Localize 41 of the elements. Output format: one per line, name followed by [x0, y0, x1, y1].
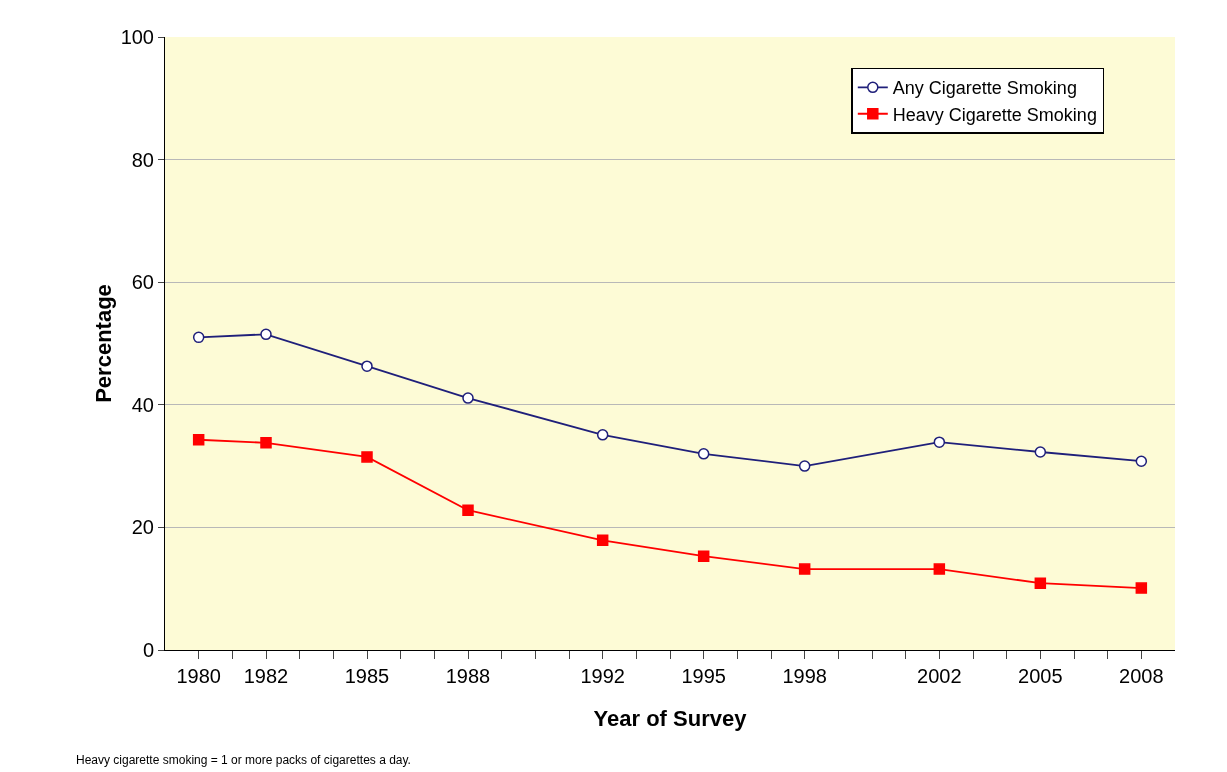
y-axis-title: Percentage — [91, 284, 116, 403]
x-tick-label: 2008 — [1119, 665, 1164, 687]
x-tick-label: 1995 — [681, 665, 726, 687]
x-tick-label: 1980 — [176, 665, 221, 687]
point — [192, 331, 205, 344]
point — [1034, 446, 1047, 458]
point — [596, 534, 609, 547]
point — [697, 550, 710, 562]
point — [260, 437, 272, 449]
y-tick-label: 100 — [120, 26, 154, 48]
point — [697, 448, 710, 460]
x-tick-label: 1985 — [344, 665, 390, 687]
y-tick-label: 20 — [131, 516, 154, 539]
point — [798, 563, 811, 575]
point — [260, 328, 272, 341]
y-tick-label: 0 — [142, 639, 154, 661]
x-tick-label: 2002 — [917, 665, 962, 687]
y-tick-label: 60 — [131, 271, 154, 294]
text: Heavy cigarette smoking = 1 or more packs of cigarettes a day. — [76, 753, 411, 767]
point — [1135, 455, 1148, 467]
point — [192, 433, 205, 446]
legend-label: Any Cigarette Smoking — [892, 78, 1077, 99]
legend-label: Heavy Cigarette Smoking — [892, 104, 1097, 125]
x-tick-label: 2005 — [1018, 665, 1063, 687]
x-tick-label: 1998 — [782, 665, 827, 687]
x-tick-label: 1992 — [580, 665, 625, 687]
point — [798, 460, 811, 472]
point — [462, 392, 474, 404]
point — [933, 436, 946, 448]
y-tick-label: 40 — [131, 393, 154, 416]
point — [596, 429, 609, 441]
point — [462, 504, 474, 516]
point — [361, 360, 373, 372]
point — [1135, 582, 1148, 594]
point — [933, 563, 946, 575]
x-tick-label: 1982 — [243, 665, 289, 687]
x-tick-label: 1988 — [445, 665, 491, 687]
y-tick-label: 80 — [131, 148, 154, 171]
point — [1034, 577, 1047, 589]
x-axis-title: Year of Survey — [593, 706, 748, 731]
point — [361, 451, 373, 463]
